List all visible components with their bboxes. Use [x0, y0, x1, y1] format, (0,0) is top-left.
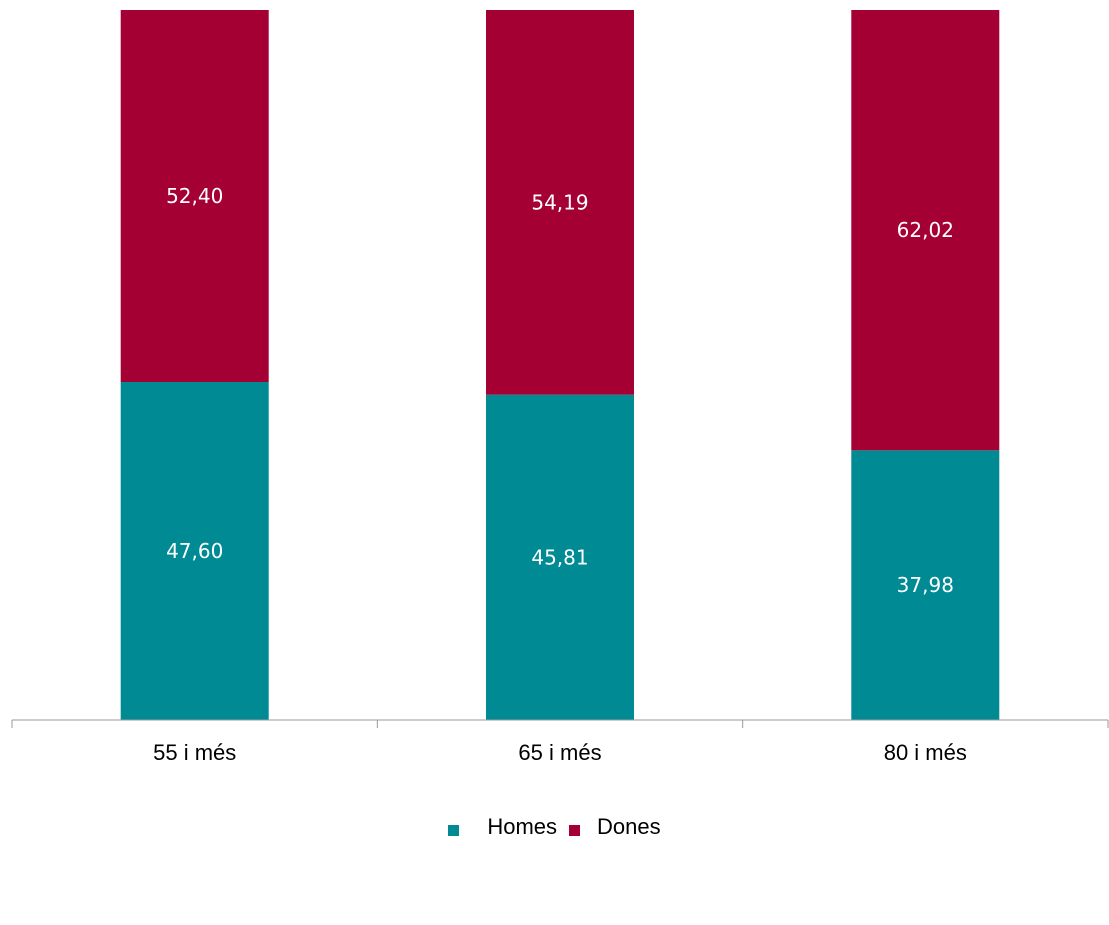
- bar-homes-3: [851, 450, 1000, 720]
- category-label-3: 80 i més: [884, 740, 967, 765]
- data-label-homes-3: 37,98: [897, 573, 954, 597]
- legend-swatch-homes: [448, 824, 460, 836]
- bar-homes-2: [486, 394, 634, 720]
- data-label-dones-1: 52,40: [166, 184, 223, 208]
- legend-label-homes: Homes: [487, 814, 558, 839]
- legend-item-homes: Homes: [448, 814, 557, 840]
- data-label-homes-1: 47,60: [166, 539, 223, 563]
- legend-label-dones: Dones: [597, 814, 661, 839]
- category-label-1: 55 i més: [153, 740, 236, 765]
- data-label-homes-2: 45,81: [531, 545, 588, 569]
- data-label-dones-3: 62,02: [897, 218, 954, 242]
- legend-swatch-dones: [569, 824, 581, 836]
- stacked-bar-chart: 47,60 52,40 55 i més 45,81 54,19 65 i més 37,9…: [11, 10, 1109, 765]
- data-label-dones-2: 54,19: [531, 190, 588, 214]
- legend: Homes Dones: [0, 814, 1109, 840]
- bar-dones-3: [851, 10, 1000, 451]
- bar-dones-1: [120, 10, 269, 382]
- bar-homes-1: [120, 382, 269, 720]
- legend-item-dones: Dones: [569, 814, 661, 840]
- bar-dones-2: [486, 10, 634, 395]
- category-label-2: 65 i més: [518, 740, 601, 765]
